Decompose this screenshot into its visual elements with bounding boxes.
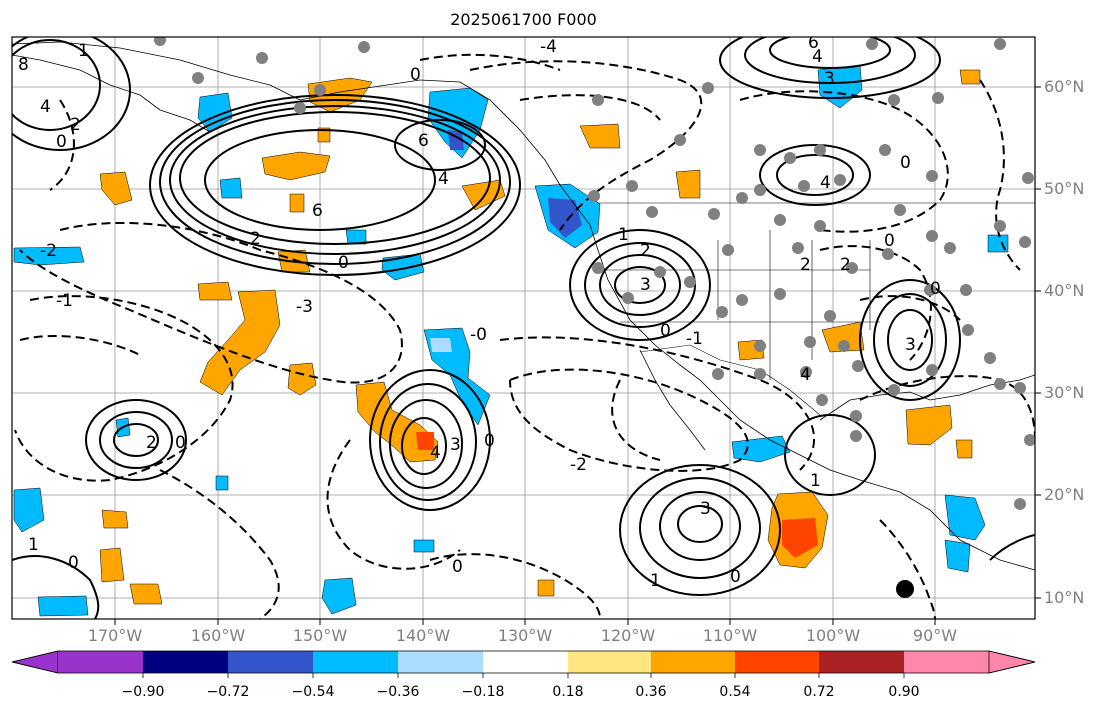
svg-text:0: 0 bbox=[410, 65, 421, 85]
strong-positive-shading bbox=[416, 432, 818, 558]
svg-text:3: 3 bbox=[824, 69, 835, 89]
svg-text:0: 0 bbox=[884, 231, 895, 251]
coastlines bbox=[12, 41, 1035, 571]
svg-text:4: 4 bbox=[812, 47, 823, 67]
svg-text:0: 0 bbox=[660, 321, 671, 341]
svg-text:0: 0 bbox=[730, 567, 741, 587]
svg-text:4: 4 bbox=[820, 173, 831, 193]
colorbar-tick-label: −0.54 bbox=[291, 684, 335, 700]
svg-text:1: 1 bbox=[28, 535, 39, 555]
lat-label-60n: 60°N bbox=[1044, 77, 1085, 96]
svg-text:-1: -1 bbox=[56, 291, 73, 311]
svg-text:6: 6 bbox=[418, 131, 429, 151]
colorbar-tick-label: −0.72 bbox=[206, 684, 250, 700]
svg-text:4: 4 bbox=[438, 169, 449, 189]
svg-text:0: 0 bbox=[484, 431, 495, 451]
svg-text:0: 0 bbox=[338, 253, 349, 273]
gridlines bbox=[12, 37, 1035, 619]
colorbar-tick-label: 0.18 bbox=[552, 684, 584, 700]
svg-text:2: 2 bbox=[70, 115, 81, 135]
colorbar-tick-label: 0.36 bbox=[635, 684, 667, 700]
lon-label-150w: 150°W bbox=[292, 626, 348, 645]
svg-text:3: 3 bbox=[700, 499, 711, 519]
positive-contours bbox=[12, 37, 1035, 619]
black-marker-dot bbox=[896, 580, 914, 598]
svg-text:-1: -1 bbox=[686, 329, 703, 349]
station-dots bbox=[154, 37, 1035, 510]
colorbar-tick-label: 0.54 bbox=[719, 684, 751, 700]
negative-contours bbox=[14, 53, 1035, 619]
svg-text:3: 3 bbox=[450, 435, 461, 455]
borders bbox=[598, 202, 1035, 416]
lon-label-110w: 110°W bbox=[702, 626, 758, 645]
svg-text:2: 2 bbox=[146, 433, 157, 453]
colorbar-tick-label: 0.90 bbox=[888, 684, 920, 700]
svg-text:4: 4 bbox=[800, 365, 811, 385]
lon-label-160w: 160°W bbox=[190, 626, 246, 645]
map-title: 2025061700 F000 bbox=[450, 10, 597, 29]
lat-label-40n: 40°N bbox=[1044, 281, 1085, 300]
lon-label-130w: 130°W bbox=[497, 626, 553, 645]
lat-label-20n: 20°N bbox=[1044, 485, 1085, 504]
plot-frame bbox=[11, 36, 1036, 620]
svg-text:1: 1 bbox=[618, 225, 629, 245]
colorbar-tick-label: −0.18 bbox=[461, 684, 505, 700]
svg-text:-2: -2 bbox=[570, 455, 587, 475]
colorbar-tick-label: −0.90 bbox=[121, 684, 165, 700]
svg-text:4: 4 bbox=[40, 97, 51, 117]
lat-label-10n: 10°N bbox=[1044, 588, 1085, 607]
svg-text:0: 0 bbox=[68, 553, 79, 573]
svg-text:3: 3 bbox=[640, 275, 651, 295]
svg-text:0: 0 bbox=[930, 279, 941, 299]
lon-label-100w: 100°W bbox=[805, 626, 861, 645]
tick-marks bbox=[114, 86, 1041, 625]
svg-text:-4: -4 bbox=[540, 37, 557, 57]
svg-text:-0: -0 bbox=[470, 325, 487, 345]
svg-text:4: 4 bbox=[430, 443, 441, 463]
lat-label-50n: 50°N bbox=[1044, 179, 1085, 198]
svg-text:6: 6 bbox=[808, 33, 819, 53]
svg-text:8: 8 bbox=[18, 55, 29, 75]
colorbar bbox=[11, 650, 1036, 678]
light-negative-shading bbox=[430, 338, 452, 352]
lat-label-30n: 30°N bbox=[1044, 383, 1085, 402]
svg-text:2: 2 bbox=[800, 255, 811, 275]
svg-text:0: 0 bbox=[56, 132, 67, 152]
lon-label-140w: 140°W bbox=[395, 626, 451, 645]
svg-text:-2: -2 bbox=[40, 241, 57, 261]
svg-text:-3: -3 bbox=[296, 297, 313, 317]
svg-text:0: 0 bbox=[175, 433, 186, 453]
lon-label-90w: 90°W bbox=[912, 626, 958, 645]
svg-text:2: 2 bbox=[250, 229, 261, 249]
svg-text:2: 2 bbox=[840, 255, 851, 275]
svg-text:1: 1 bbox=[78, 41, 89, 61]
lon-label-170w: 170°W bbox=[87, 626, 143, 645]
svg-text:1: 1 bbox=[650, 571, 661, 591]
colorbar-tick-label: −0.36 bbox=[376, 684, 420, 700]
svg-text:0: 0 bbox=[452, 557, 463, 577]
lon-label-120w: 120°W bbox=[600, 626, 656, 645]
svg-text:6: 6 bbox=[312, 201, 323, 221]
colorbar-tick-label: 0.72 bbox=[803, 684, 835, 700]
svg-text:0: 0 bbox=[900, 153, 911, 173]
colorbar-right-arrow bbox=[988, 650, 1036, 674]
colorbar-left-arrow bbox=[11, 650, 59, 674]
svg-text:1: 1 bbox=[810, 471, 821, 491]
svg-text:3: 3 bbox=[905, 335, 916, 355]
svg-text:2: 2 bbox=[640, 241, 651, 261]
